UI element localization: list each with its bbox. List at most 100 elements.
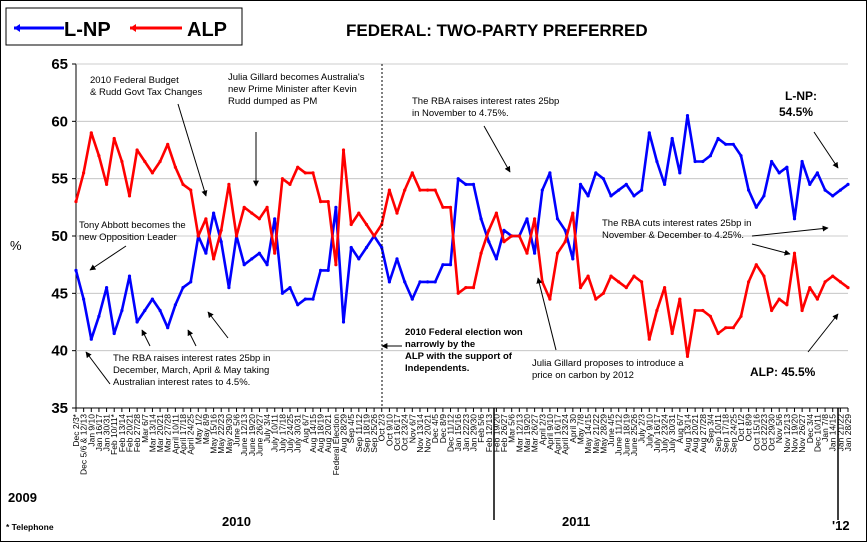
data-point bbox=[143, 159, 147, 164]
data-point bbox=[578, 182, 583, 186]
data-point bbox=[823, 188, 827, 192]
data-point bbox=[204, 251, 208, 255]
data-point bbox=[846, 182, 850, 186]
annotation-lnp-line-2: 54.5% bbox=[779, 105, 813, 119]
data-point bbox=[663, 182, 667, 186]
data-point bbox=[242, 205, 246, 209]
data-point bbox=[762, 194, 766, 198]
y-axis: 35 40 45 50 55 60 65 bbox=[51, 56, 848, 417]
data-point bbox=[105, 182, 109, 186]
data-point bbox=[265, 263, 269, 267]
x-tick-label: Dec 4/5 bbox=[430, 414, 440, 444]
annotation-budget-line-1: 2010 Federal Budget bbox=[90, 75, 179, 86]
x-tick-label: Feb 13/14 bbox=[117, 414, 127, 453]
data-point bbox=[410, 297, 414, 301]
data-point bbox=[464, 286, 468, 290]
data-point bbox=[578, 286, 583, 290]
data-point bbox=[731, 142, 735, 146]
annotation-rba-dec-line-1: The RBA raises interest rates 25bp in bbox=[113, 353, 270, 364]
x-tick-label: April 16/17 bbox=[553, 414, 563, 455]
data-point bbox=[502, 240, 506, 244]
y-tick-label: 60 bbox=[51, 113, 68, 130]
x-tick-label: Dec 2/3* bbox=[71, 413, 81, 446]
annotation-lnp-line-1: L-NP: bbox=[785, 89, 817, 103]
period-label-2011: 2011 bbox=[562, 514, 590, 529]
data-point bbox=[112, 136, 116, 141]
data-point bbox=[250, 211, 254, 215]
x-tick-label: Jan 22/23 bbox=[461, 414, 471, 452]
data-point bbox=[548, 297, 552, 301]
data-point bbox=[448, 205, 453, 209]
data-point bbox=[433, 188, 437, 192]
data-point bbox=[387, 280, 391, 284]
x-tick-label: Mar 19/20 bbox=[522, 414, 532, 453]
data-point bbox=[617, 280, 621, 284]
data-point bbox=[701, 308, 705, 313]
y-tick-label: 35 bbox=[51, 400, 68, 417]
data-point bbox=[280, 177, 284, 181]
data-point bbox=[632, 274, 636, 278]
data-point bbox=[120, 308, 124, 313]
footnote: * Telephone bbox=[6, 522, 54, 532]
x-tick-label: Aug 6/7 bbox=[300, 414, 310, 444]
x-tick-label: Jan 21/22 bbox=[835, 414, 845, 452]
x-tick-label: Mar 27/28 bbox=[163, 414, 173, 453]
data-point bbox=[150, 297, 154, 301]
data-point bbox=[250, 257, 254, 261]
data-point bbox=[693, 308, 697, 313]
period-label-2012: '12 bbox=[832, 518, 850, 533]
x-tick-label: Feb 26/27 bbox=[499, 414, 509, 453]
data-point bbox=[770, 159, 774, 164]
annotation-gillard-line-1: Julia Gillard becomes Australia's bbox=[228, 72, 365, 83]
data-point bbox=[479, 217, 483, 221]
data-point bbox=[747, 280, 751, 284]
annotation-carbon-line-2: price on carbon by 2012 bbox=[532, 370, 634, 381]
data-point bbox=[257, 217, 261, 221]
data-point bbox=[173, 165, 177, 169]
data-point bbox=[403, 188, 407, 192]
x-tick-label: Feb 19/20 bbox=[491, 414, 501, 453]
data-point bbox=[296, 303, 300, 307]
data-point bbox=[189, 280, 193, 284]
data-point bbox=[357, 257, 361, 261]
x-tick-label: Oct 8/9 bbox=[744, 414, 754, 442]
annotation-carbon: Julia Gillard proposes to introduce a pri… bbox=[532, 277, 684, 381]
data-point bbox=[846, 286, 850, 290]
data-point bbox=[815, 171, 820, 175]
data-point bbox=[341, 148, 346, 152]
annotation-gillard-line-2: new Prime Minister after Kevin bbox=[228, 84, 357, 95]
x-tick-label: Nov 12/13 bbox=[782, 414, 792, 453]
data-point bbox=[678, 297, 682, 301]
data-point bbox=[678, 171, 682, 175]
annotation-budget: 2010 Federal Budget & Rudd Govt Tax Chang… bbox=[90, 75, 208, 197]
data-point bbox=[341, 320, 346, 324]
x-tick-label: May 22/23 bbox=[216, 414, 226, 454]
legend-lnp-label: L-NP bbox=[64, 19, 111, 41]
data-point bbox=[426, 188, 430, 192]
data-point bbox=[471, 286, 476, 290]
data-point bbox=[609, 194, 613, 198]
data-point bbox=[212, 211, 216, 215]
x-tick-label: Sep 3/4 bbox=[705, 414, 715, 444]
x-tick-label: Aug 18/19 bbox=[316, 414, 326, 453]
svg-text:The RBA raises interest rates: The RBA raises interest rates 25bp in Dec… bbox=[113, 353, 270, 388]
y-axis-label: % bbox=[10, 238, 22, 253]
data-point bbox=[364, 222, 369, 227]
svg-text:The RBA raises interest rates: The RBA raises interest rates 25bp in Nov… bbox=[412, 96, 559, 119]
data-point bbox=[349, 245, 353, 250]
annotation-rba-dec-line-2: December, March, April & May taking bbox=[113, 365, 269, 376]
x-tick-label: Jan 9/10 bbox=[86, 414, 96, 447]
annotation-carbon-arrow bbox=[536, 277, 557, 351]
x-tick-label: July 23/24 bbox=[660, 414, 670, 453]
x-tick-label: Mar 26/27 bbox=[530, 414, 540, 453]
x-tick-label: Federal Election bbox=[331, 414, 341, 476]
data-point bbox=[288, 182, 292, 186]
data-point bbox=[731, 326, 735, 330]
legend-lnp-marker bbox=[14, 24, 20, 32]
data-point bbox=[227, 182, 231, 186]
data-point bbox=[219, 240, 223, 244]
x-tick-label: Sep 18/19 bbox=[361, 414, 371, 453]
annotation-rba-cuts: The RBA cuts interest rates 25bp in Novem… bbox=[602, 218, 829, 256]
annotation-gillard: Julia Gillard becomes Australia's new Pri… bbox=[228, 72, 365, 187]
data-point bbox=[487, 240, 491, 244]
